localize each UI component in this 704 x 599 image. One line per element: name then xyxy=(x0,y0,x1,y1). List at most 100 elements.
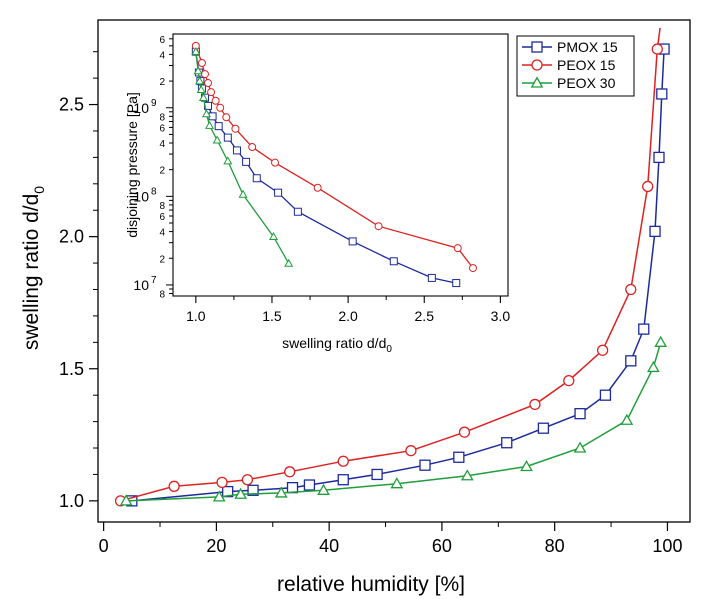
main-point-peox-15 xyxy=(596,344,609,356)
main-x-tick-label: 100 xyxy=(652,536,682,556)
main-point-peox-15 xyxy=(458,426,471,438)
main-point-peox-30 xyxy=(234,487,248,499)
main-x-tick-label: 60 xyxy=(432,536,452,556)
legend-items: PMOX 15 PEOX 15 PEOX 30 xyxy=(522,39,618,91)
main-point-peox-30 xyxy=(212,490,226,502)
inset-y-minor-label: 6 xyxy=(159,212,165,223)
main-point-peox-30 xyxy=(573,441,587,453)
inset-point-peox-15 xyxy=(211,96,220,105)
main-y-axis-label-subscript: 0 xyxy=(31,186,47,194)
main-point-pmox-15 xyxy=(656,88,668,100)
inset-y-decade-label: 10 xyxy=(133,277,149,293)
main-point-peox-30 xyxy=(317,483,330,495)
main-point-peox-15 xyxy=(168,480,180,492)
inset-point-pmox-15 xyxy=(214,122,223,131)
main-y-tick-label: 1.0 xyxy=(59,491,84,511)
inset-point-peox-15 xyxy=(248,143,257,152)
main-point-pmox-15 xyxy=(537,422,550,434)
legend-label-peox-15: PEOX 15 xyxy=(557,57,616,73)
main-point-pmox-15 xyxy=(337,474,349,486)
main-point-peox-30 xyxy=(520,459,533,472)
inset-y-minor-label: 4 xyxy=(159,139,165,150)
inset-y-decade-label: 10 xyxy=(133,188,149,204)
inset-point-peox-30 xyxy=(198,92,208,101)
main-point-peox-15 xyxy=(216,476,228,489)
main-y-tick-label: 2.0 xyxy=(59,227,84,247)
main-point-pmox-15 xyxy=(247,484,259,496)
inset-y-decade-exponent: 7 xyxy=(151,275,157,286)
main-y-axis-label: swelling ratio d/d0 xyxy=(20,186,47,350)
main-point-peox-15 xyxy=(625,283,637,296)
inset-y-decade-exponent: 9 xyxy=(151,98,157,109)
inset-point-pmox-15 xyxy=(452,279,461,288)
main-point-peox-15 xyxy=(529,398,541,411)
inset-y-minor-label: 6 xyxy=(159,123,165,134)
inset-y-minor-label: 4 xyxy=(159,50,165,61)
inset-point-peox-30 xyxy=(191,46,201,55)
main-point-pmox-15 xyxy=(419,459,431,471)
legend: PMOX 15 PEOX 15 PEOX 30 xyxy=(516,35,635,97)
main-y-axis-label-text: swelling ratio d/d xyxy=(20,194,43,350)
inset-point-pmox-15 xyxy=(293,207,302,216)
legend-marker-pmox-15 xyxy=(531,41,543,53)
main-x-tick-label: 20 xyxy=(206,536,226,556)
inset-y-minor-label: 8 xyxy=(159,112,165,123)
main-point-peox-15 xyxy=(642,180,654,193)
main-series-group xyxy=(114,27,670,507)
inset-x-axis-label-subscript: 0 xyxy=(386,344,392,355)
main-point-peox-30 xyxy=(119,494,133,506)
main-point-peox-15 xyxy=(284,466,296,478)
inset-point-peox-30 xyxy=(196,84,206,93)
main-point-peox-30 xyxy=(646,360,660,373)
main-point-peox-30 xyxy=(274,486,288,498)
inset-series-group xyxy=(191,41,477,288)
inset-point-peox-15 xyxy=(468,264,477,273)
main-point-pmox-15 xyxy=(371,468,383,481)
legend-marker-peox-15 xyxy=(531,59,543,71)
main-point-peox-30 xyxy=(620,413,634,425)
inset-point-pmox-15 xyxy=(274,188,283,197)
main-point-pmox-15 xyxy=(599,389,612,401)
inset-y-minor-label: 8 xyxy=(159,290,165,301)
main-x-tick-label: 40 xyxy=(319,536,339,556)
inset-plot-frame xyxy=(172,33,509,297)
inset-point-peox-30 xyxy=(223,156,233,165)
inset-point-peox-30 xyxy=(212,135,222,144)
inset-point-peox-15 xyxy=(271,158,280,167)
inset-point-peox-30 xyxy=(284,258,294,267)
main-x-tick-label: 0 xyxy=(99,536,109,556)
inset-point-pmox-15 xyxy=(232,146,241,155)
inset-point-pmox-15 xyxy=(348,237,357,246)
main-point-peox-15 xyxy=(241,474,254,486)
inset-point-peox-30 xyxy=(268,232,279,241)
main-point-pmox-15 xyxy=(303,479,316,491)
inset-point-peox-15 xyxy=(374,222,383,231)
inset-y-minor-label: 8 xyxy=(159,201,165,212)
inset-point-peox-30 xyxy=(205,120,215,129)
main-plot-frame xyxy=(97,19,691,523)
inset-y-decade-label: 10 xyxy=(133,100,149,116)
inset-point-peox-30 xyxy=(201,109,212,118)
inset-x-tick-label: 1.5 xyxy=(262,308,282,324)
inset-x-tick-label: 2.0 xyxy=(338,308,358,324)
inset-point-peox-15 xyxy=(207,88,216,97)
main-point-pmox-15 xyxy=(286,482,299,494)
inset-point-peox-15 xyxy=(197,59,206,68)
main-point-pmox-15 xyxy=(653,151,665,164)
main-point-pmox-15 xyxy=(501,437,513,449)
inset-y-minor-label: 6 xyxy=(159,35,165,46)
inset-y-minor-label: 2 xyxy=(159,166,165,177)
main-point-pmox-15 xyxy=(453,451,465,463)
inset-point-peox-30 xyxy=(195,76,205,85)
inset-x-tick-label: 1.0 xyxy=(186,308,206,324)
inset-y-minor-label: 4 xyxy=(159,228,165,239)
main-point-pmox-15 xyxy=(649,225,661,238)
inset-point-peox-30 xyxy=(193,66,203,75)
inset-x-axis-label-text: swelling ratio d/d xyxy=(282,335,386,351)
inset-y-minor-label: 2 xyxy=(159,77,165,88)
inset-point-peox-15 xyxy=(313,183,322,192)
